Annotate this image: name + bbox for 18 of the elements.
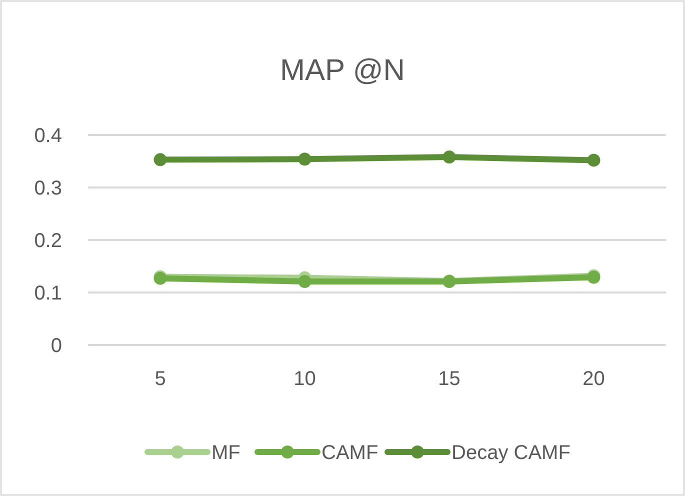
y-tick-label: 0.2 — [34, 230, 62, 252]
chart-title: MAP @N — [280, 54, 405, 87]
legend-label: MF — [212, 442, 240, 464]
point — [587, 154, 600, 167]
x-tick-label: 15 — [438, 368, 460, 390]
x-tick-label: 5 — [154, 368, 166, 390]
x-tick-label: 20 — [582, 368, 605, 390]
y-tick-label: 0 — [50, 335, 62, 357]
y-tick-label: 0.1 — [34, 282, 62, 304]
y-tick-label: 0.3 — [34, 178, 62, 200]
y-tick-label: 0.4 — [34, 125, 62, 147]
legend-label: Decay CAMF — [452, 442, 570, 464]
x-tick-label: 10 — [294, 368, 316, 390]
point — [442, 150, 456, 164]
point — [298, 274, 312, 288]
point — [298, 152, 312, 166]
point — [154, 153, 167, 166]
legend-label: CAMF — [322, 442, 378, 464]
